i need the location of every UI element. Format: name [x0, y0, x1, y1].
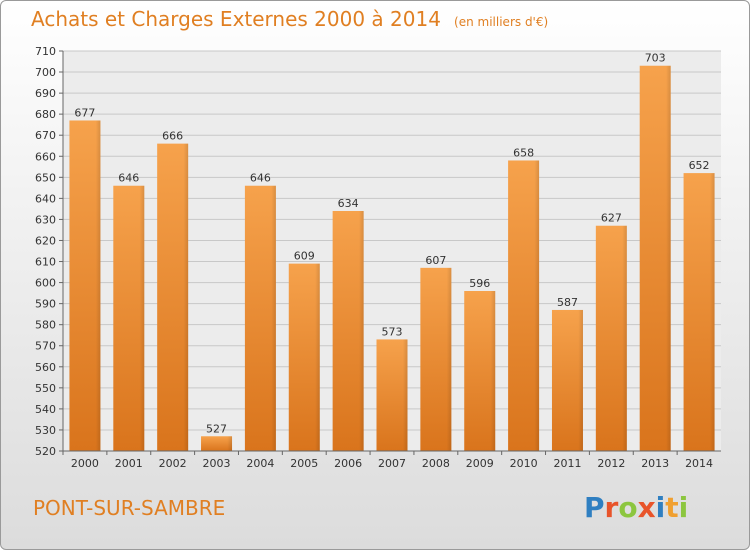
logo-letter: i	[678, 491, 689, 524]
x-tick-label: 2013	[641, 457, 669, 470]
y-tick-label: 550	[35, 382, 56, 395]
data-label: 658	[513, 146, 534, 159]
bar-shade	[288, 263, 320, 451]
chart-unit: (en milliers d'€)	[454, 15, 549, 29]
data-label: 627	[601, 212, 622, 225]
x-tick-label: 2009	[466, 457, 494, 470]
bar-shade	[639, 65, 671, 451]
y-tick-label: 600	[35, 277, 56, 290]
y-tick-label: 700	[35, 66, 56, 79]
y-tick-label: 570	[35, 340, 56, 353]
y-tick-label: 650	[35, 171, 56, 184]
y-tick-label: 710	[35, 45, 56, 58]
data-label: 609	[294, 250, 315, 263]
y-tick-label: 620	[35, 234, 56, 247]
y-tick-label: 530	[35, 424, 56, 437]
bar-shade	[508, 160, 540, 451]
logo-letter: r	[604, 491, 619, 524]
data-label: 596	[469, 277, 490, 290]
place-name: PONT-SUR-SAMBRE	[33, 496, 226, 520]
data-label: 646	[118, 172, 139, 185]
x-tick-label: 2012	[597, 457, 625, 470]
bar-shade	[551, 309, 583, 451]
chart-title: Achats et Charges Externes 2000 à 2014 (…	[31, 7, 548, 31]
data-label: 646	[250, 172, 271, 185]
y-tick-label: 540	[35, 403, 56, 416]
y-tick-label: 580	[35, 319, 56, 332]
logo-letter: x	[637, 491, 656, 524]
data-label: 634	[338, 197, 359, 210]
x-tick-label: 2004	[246, 457, 274, 470]
bar-shade	[332, 211, 364, 451]
data-label: 666	[162, 130, 183, 143]
y-tick-label: 610	[35, 256, 56, 269]
data-label: 652	[689, 159, 710, 172]
x-tick-label: 2011	[553, 457, 581, 470]
x-tick-label: 2000	[71, 457, 99, 470]
x-tick-label: 2010	[510, 457, 538, 470]
data-label: 587	[557, 296, 578, 309]
bar-shade	[201, 436, 233, 451]
x-tick-label: 2008	[422, 457, 450, 470]
data-label: 677	[74, 106, 95, 119]
x-tick-label: 2014	[685, 457, 713, 470]
x-tick-label: 2006	[334, 457, 362, 470]
logo-letter: t	[665, 491, 679, 524]
bar-shade	[595, 225, 627, 451]
bar-shade	[420, 267, 452, 451]
x-tick-label: 2003	[203, 457, 231, 470]
proxiti-logo: Proxiti	[584, 491, 688, 524]
bar-shade	[464, 291, 496, 451]
x-tick-label: 2002	[159, 457, 187, 470]
data-label: 573	[382, 325, 403, 338]
bar-shade	[113, 185, 145, 451]
y-tick-label: 520	[35, 445, 56, 458]
y-tick-label: 690	[35, 87, 56, 100]
bar-shade	[157, 143, 189, 451]
logo-letter: o	[618, 491, 638, 524]
chart-title-text: Achats et Charges Externes 2000 à 2014	[31, 7, 441, 31]
data-label: 607	[425, 254, 446, 267]
y-tick-label: 640	[35, 192, 56, 205]
logo-letter: i	[655, 491, 666, 524]
bar-shade	[69, 120, 101, 451]
y-tick-label: 660	[35, 150, 56, 163]
bar-shade	[683, 173, 715, 451]
x-tick-label: 2005	[290, 457, 318, 470]
y-tick-label: 560	[35, 361, 56, 374]
y-tick-label: 590	[35, 298, 56, 311]
y-tick-label: 630	[35, 213, 56, 226]
data-label: 527	[206, 422, 227, 435]
bar-shade	[244, 185, 276, 451]
bar-shade	[376, 339, 408, 451]
x-tick-label: 2001	[115, 457, 143, 470]
data-label: 703	[645, 52, 666, 65]
y-tick-label: 680	[35, 108, 56, 121]
logo-letter: P	[584, 491, 605, 524]
x-tick-label: 2007	[378, 457, 406, 470]
y-tick-label: 670	[35, 129, 56, 142]
